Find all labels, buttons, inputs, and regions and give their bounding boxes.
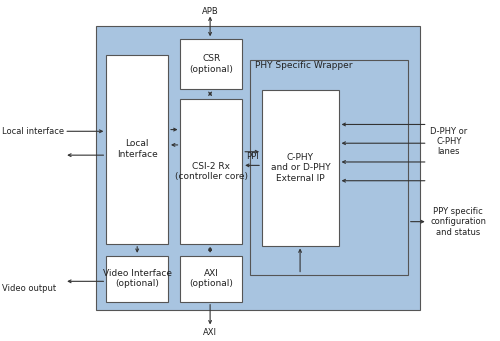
Text: CSI-2 Rx
(controller core): CSI-2 Rx (controller core) xyxy=(175,162,248,181)
Bar xyxy=(106,256,168,302)
Bar xyxy=(250,60,408,275)
Text: Local interface: Local interface xyxy=(2,127,64,136)
Text: Local
Interface: Local Interface xyxy=(117,139,158,159)
Bar xyxy=(106,55,168,244)
Text: APB: APB xyxy=(202,8,218,16)
Bar xyxy=(96,26,420,310)
Bar xyxy=(180,256,242,302)
Text: CSR
(optional): CSR (optional) xyxy=(190,54,234,74)
Text: PHY Specific Wrapper: PHY Specific Wrapper xyxy=(254,61,352,70)
Text: AXI: AXI xyxy=(203,328,217,337)
Text: PPI: PPI xyxy=(246,152,259,161)
Bar xyxy=(180,99,242,244)
Text: C-PHY
and or D-PHY
External IP: C-PHY and or D-PHY External IP xyxy=(270,153,330,183)
Text: AXI
(optional): AXI (optional) xyxy=(190,269,234,288)
Text: PPY specific
configuration
and status: PPY specific configuration and status xyxy=(430,207,486,237)
Bar xyxy=(180,39,242,89)
Text: D-PHY or
C-PHY
lanes: D-PHY or C-PHY lanes xyxy=(430,127,468,157)
Text: Video output: Video output xyxy=(2,284,56,293)
Bar xyxy=(262,90,338,246)
Text: Video Interface
(optional): Video Interface (optional) xyxy=(102,269,172,288)
